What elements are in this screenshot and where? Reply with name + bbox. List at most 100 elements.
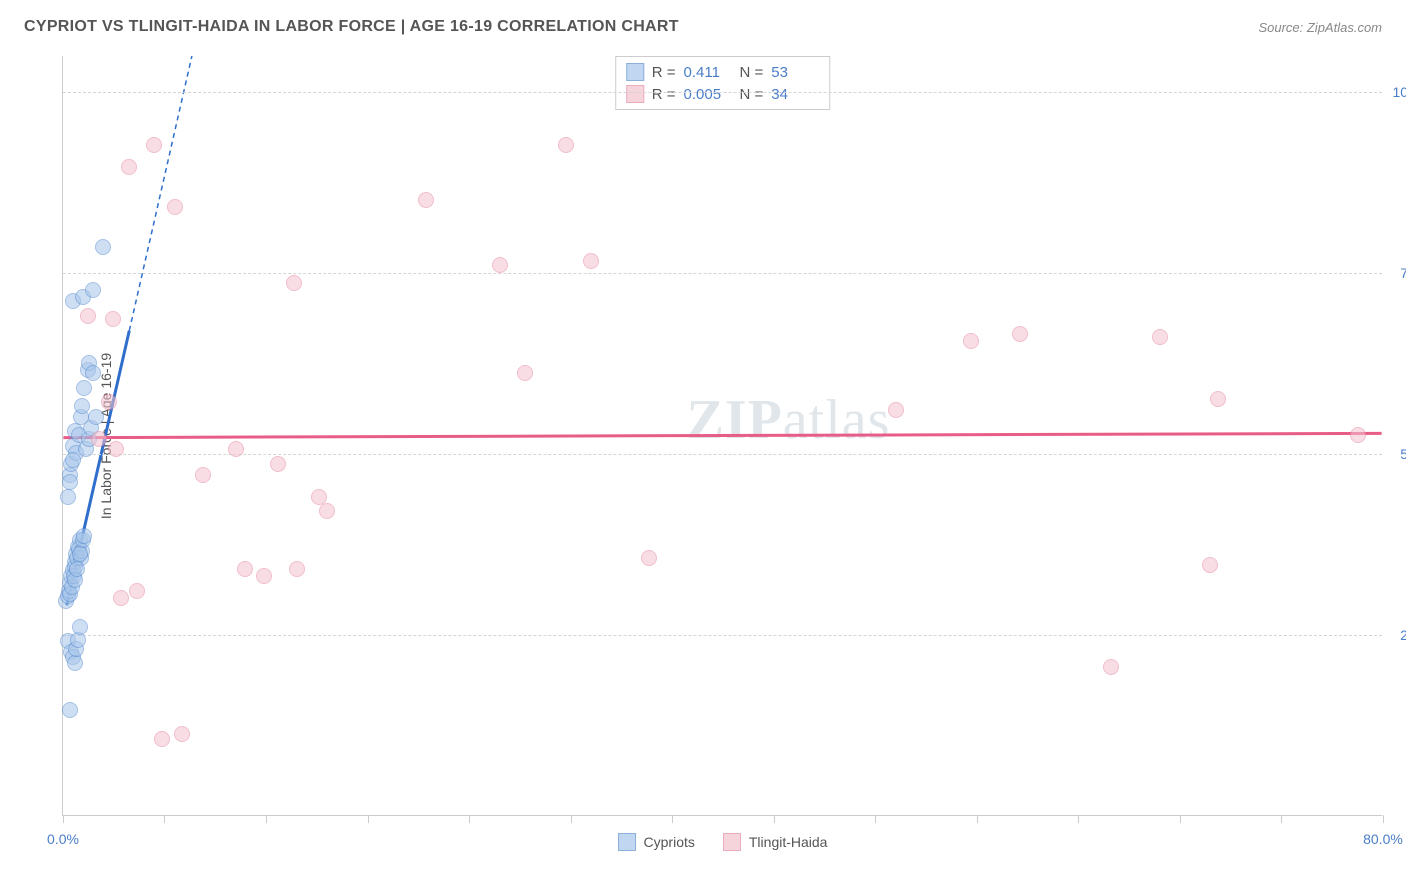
legend-n-value: 34 [771, 86, 819, 103]
data-point [80, 308, 96, 324]
data-point [88, 409, 104, 425]
data-point [641, 550, 657, 566]
x-tick [1281, 815, 1282, 823]
x-tick-label: 0.0% [47, 831, 79, 847]
y-tick-label: 100.0% [1393, 84, 1406, 100]
data-point [963, 333, 979, 349]
watermark-atlas: atlas [783, 389, 891, 451]
x-tick [571, 815, 572, 823]
legend-label: Tlingit-Haida [749, 834, 828, 850]
data-point [85, 365, 101, 381]
data-point [67, 655, 83, 671]
legend-stats: R = 0.411 N = 53 R = 0.005 N = 34 [615, 56, 831, 110]
data-point [105, 311, 121, 327]
data-point [1210, 391, 1226, 407]
legend-r-value: 0.411 [684, 64, 732, 81]
data-point [108, 441, 124, 457]
legend-n-value: 53 [771, 64, 819, 81]
x-tick [774, 815, 775, 823]
legend-stats-row: R = 0.411 N = 53 [626, 61, 820, 83]
data-point [154, 731, 170, 747]
data-point [1350, 427, 1366, 443]
data-point [101, 394, 117, 410]
trend-lines [63, 56, 1382, 815]
x-tick [164, 815, 165, 823]
legend-r-value: 0.005 [684, 86, 732, 103]
data-point [256, 568, 272, 584]
data-point [1103, 659, 1119, 675]
data-point [319, 503, 335, 519]
data-point [167, 199, 183, 215]
legend-swatch [626, 63, 644, 81]
data-point [195, 467, 211, 483]
legend-r-label: R = [652, 86, 676, 103]
x-tick [672, 815, 673, 823]
x-tick [469, 815, 470, 823]
chart-title: CYPRIOT VS TLINGIT-HAIDA IN LABOR FORCE … [24, 18, 679, 36]
data-point [69, 561, 85, 577]
legend-r-label: R = [652, 64, 676, 81]
y-tick-label: 50.0% [1400, 446, 1406, 462]
legend-n-label: N = [740, 86, 764, 103]
data-point [492, 257, 508, 273]
legend-stats-row: R = 0.005 N = 34 [626, 83, 820, 105]
trend-line-extension [129, 56, 192, 331]
x-tick [1078, 815, 1079, 823]
data-point [60, 489, 76, 505]
data-point [72, 619, 88, 635]
scatter-chart: In Labor Force | Age 16-19 ZIPatlas R =0… [62, 56, 1382, 816]
data-point [583, 253, 599, 269]
data-point [174, 726, 190, 742]
data-point [74, 398, 90, 414]
x-tick [1180, 815, 1181, 823]
x-tick [266, 815, 267, 823]
data-point [270, 456, 286, 472]
legend-swatch [723, 833, 741, 851]
data-point [113, 590, 129, 606]
legend-series: Cypriots Tlingit-Haida [618, 833, 828, 851]
x-tick [63, 815, 64, 823]
data-point [85, 282, 101, 298]
data-point [228, 441, 244, 457]
data-point [418, 192, 434, 208]
data-point [289, 561, 305, 577]
data-point [121, 159, 137, 175]
gridline [63, 454, 1382, 455]
gridline [63, 92, 1382, 93]
data-point [558, 137, 574, 153]
data-point [65, 452, 81, 468]
legend-swatch [618, 833, 636, 851]
data-point [76, 380, 92, 396]
y-tick-label: 25.0% [1400, 627, 1406, 643]
data-point [95, 239, 111, 255]
data-point [76, 528, 92, 544]
data-point [1012, 326, 1028, 342]
source-attribution: Source: ZipAtlas.com [1258, 20, 1382, 35]
gridline [63, 273, 1382, 274]
trend-line [63, 433, 1381, 437]
header: CYPRIOT VS TLINGIT-HAIDA IN LABOR FORCE … [24, 18, 1382, 36]
watermark-zip: ZIP [686, 389, 782, 451]
data-point [62, 474, 78, 490]
legend-n-label: N = [740, 64, 764, 81]
data-point [1152, 329, 1168, 345]
legend-label: Cypriots [644, 834, 695, 850]
x-tick [368, 815, 369, 823]
data-point [1202, 557, 1218, 573]
x-tick [977, 815, 978, 823]
legend-item: Tlingit-Haida [723, 833, 828, 851]
x-tick-label: 80.0% [1363, 831, 1403, 847]
data-point [91, 431, 107, 447]
gridline [63, 635, 1382, 636]
x-tick [875, 815, 876, 823]
y-tick-label: 75.0% [1400, 265, 1406, 281]
x-tick [1383, 815, 1384, 823]
watermark: ZIPatlas [686, 388, 890, 452]
legend-item: Cypriots [618, 833, 695, 851]
data-point [517, 365, 533, 381]
data-point [62, 702, 78, 718]
data-point [311, 489, 327, 505]
data-point [129, 583, 145, 599]
data-point [72, 546, 88, 562]
data-point [146, 137, 162, 153]
